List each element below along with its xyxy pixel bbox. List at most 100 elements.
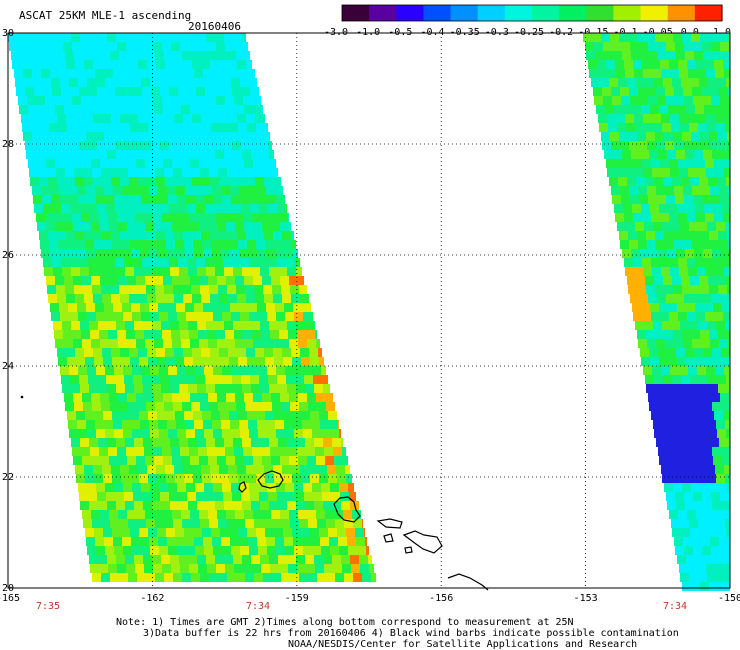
swath-cell — [197, 555, 206, 564]
swath-cell — [237, 177, 246, 186]
swath-cell — [725, 573, 730, 582]
swath-cell — [709, 33, 718, 42]
swath-cell — [716, 519, 725, 528]
swath-cell — [63, 330, 72, 339]
swath-cell — [180, 213, 189, 222]
swath-cell — [189, 96, 198, 105]
swath-cell — [678, 60, 687, 69]
swath-cell — [118, 456, 127, 465]
swath-cell — [269, 267, 278, 276]
swath-cell — [116, 438, 125, 447]
swath-cell — [266, 132, 270, 141]
swath-cell — [183, 348, 192, 357]
swath-cell — [154, 105, 163, 114]
swath-cell — [269, 321, 278, 330]
swath-cell — [144, 42, 153, 51]
swath-cell — [271, 456, 280, 465]
swath-cell — [15, 78, 24, 87]
swath-cell — [649, 150, 658, 159]
swath-cell — [629, 141, 638, 150]
swath-cell — [300, 348, 309, 357]
swath-cell — [647, 141, 656, 150]
swath-cell — [163, 276, 172, 285]
swath-cell — [198, 213, 207, 222]
swath-cell — [706, 564, 715, 573]
swath-cell — [679, 465, 688, 474]
swath-cell — [160, 375, 169, 384]
swath-cell — [168, 429, 177, 438]
swath-cell — [48, 60, 57, 69]
swath-cell — [159, 78, 168, 87]
swath-cell — [30, 60, 39, 69]
swath-cell — [83, 51, 92, 60]
swath-cell — [712, 249, 721, 258]
swath-cell — [238, 411, 247, 420]
swath-cell — [292, 240, 296, 249]
swath-cell — [257, 186, 266, 195]
swath-cell — [99, 213, 108, 222]
swath-cell — [291, 465, 300, 474]
swath-cell — [172, 276, 181, 285]
swath-cell — [214, 375, 223, 384]
swath-cell — [107, 267, 116, 276]
swath-cell — [151, 375, 160, 384]
swath-cell — [21, 114, 30, 123]
swath-cell — [72, 96, 81, 105]
swath-cell — [343, 456, 348, 465]
swath-cell — [135, 42, 144, 51]
swath-cell — [708, 177, 717, 186]
swath-cell — [46, 159, 55, 168]
swath-cell — [46, 222, 55, 231]
swath-cell — [242, 321, 251, 330]
swath-cell — [150, 195, 159, 204]
swath-cell — [712, 150, 721, 159]
swath-cell — [656, 87, 665, 96]
swath-cell — [68, 303, 77, 312]
swath-cell — [92, 402, 101, 411]
swath-cell — [691, 33, 700, 42]
swath-cell — [140, 186, 149, 195]
swath-cell — [114, 312, 123, 321]
swath-cell — [646, 330, 655, 339]
swath-cell — [131, 132, 140, 141]
swath-cell — [339, 429, 341, 438]
swath-cell — [91, 510, 100, 519]
colorbar-swatch — [369, 5, 397, 21]
swath-cell — [710, 141, 719, 150]
swath-cell — [8, 33, 17, 42]
swath-cell — [663, 276, 672, 285]
swath-cell — [196, 375, 205, 384]
swath-cell — [692, 537, 701, 546]
swath-cell — [228, 114, 237, 123]
swath-cell — [102, 114, 111, 123]
swath-cell — [248, 537, 257, 546]
swath-cell — [210, 114, 219, 123]
swath-cell — [192, 231, 201, 240]
swath-cell — [44, 267, 53, 276]
swath-cell — [699, 528, 708, 537]
swath-cell — [651, 258, 660, 267]
swath-cell — [111, 294, 120, 303]
swath-cell — [155, 573, 164, 582]
swath-cell — [255, 348, 264, 357]
swath-cell — [204, 312, 213, 321]
swath-cell — [131, 537, 140, 546]
swath-cell — [254, 285, 263, 294]
swath-cell — [150, 312, 159, 321]
swath-cell — [690, 528, 699, 537]
swath-cell — [183, 177, 192, 186]
swath-cell — [65, 402, 74, 411]
swath-cell — [237, 114, 246, 123]
swath-cell — [148, 411, 157, 420]
swath-cell — [225, 213, 234, 222]
swath-cell — [620, 141, 629, 150]
swath-cell — [644, 321, 653, 330]
swath-cell — [589, 69, 598, 78]
swath-cell — [336, 465, 345, 474]
swath-cell — [156, 231, 165, 240]
swath-cell — [236, 285, 245, 294]
swath-cell — [313, 492, 322, 501]
swath-cell — [240, 366, 249, 375]
swath-cell — [723, 159, 730, 168]
swath-cell — [152, 33, 161, 42]
